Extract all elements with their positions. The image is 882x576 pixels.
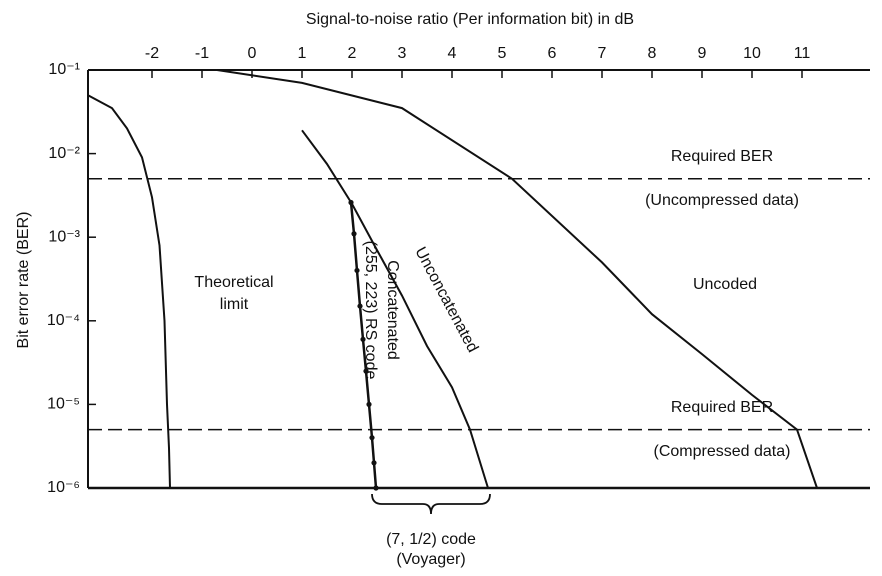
series-label: (255, 223) RS code xyxy=(362,241,379,380)
series-line xyxy=(349,202,378,489)
series-marker xyxy=(354,267,360,274)
reference-label: (Uncompressed data) xyxy=(645,192,799,209)
series-marker xyxy=(360,336,366,342)
x-tick-label: 4 xyxy=(448,45,457,62)
x-tick-label: 7 xyxy=(598,45,607,62)
brace-label: (7, 1/2) code xyxy=(386,531,476,548)
x-tick-label: -1 xyxy=(195,45,209,62)
x-tick-label: 5 xyxy=(498,45,507,62)
y-tick-label: 10⁻¹ xyxy=(48,61,80,78)
y-tick-label: 10⁻⁶ xyxy=(47,479,80,496)
series-marker xyxy=(373,485,379,491)
x-tick-label: 10 xyxy=(743,45,761,62)
series-label: limit xyxy=(220,296,249,313)
y-tick-label: 10⁻⁴ xyxy=(47,312,80,329)
series-label: Uncoded xyxy=(693,276,757,293)
x-tick-label: -2 xyxy=(145,45,159,62)
x-tick-label: 2 xyxy=(348,45,357,62)
x-tick-label: 3 xyxy=(398,45,407,62)
brace xyxy=(371,493,491,515)
x-tick-label: 6 xyxy=(548,45,557,62)
series-label: Concatenated xyxy=(384,260,401,360)
y-tick-label: 10⁻⁵ xyxy=(47,396,80,413)
reference-label: Required BER xyxy=(671,399,773,416)
series-line xyxy=(87,94,171,489)
y-tick-label: 10⁻² xyxy=(48,145,80,162)
series-marker xyxy=(371,460,377,466)
series-line xyxy=(216,69,818,489)
series-marker xyxy=(369,435,375,441)
series-marker xyxy=(363,368,369,374)
series-label: Theoretical xyxy=(194,274,273,291)
series-label: Unconcatenated xyxy=(411,244,481,355)
reference-label: Required BER xyxy=(671,148,773,165)
x-tick-label: 8 xyxy=(648,45,657,62)
y-axis-label: Bit error rate (BER) xyxy=(15,212,32,349)
brace-label: (Voyager) xyxy=(396,551,465,568)
series-marker xyxy=(366,401,372,407)
x-tick-label: 1 xyxy=(298,45,307,62)
x-tick-label: 11 xyxy=(794,45,811,62)
x-tick-label: 9 xyxy=(698,45,707,62)
series-line xyxy=(301,129,489,489)
reference-label: (Compressed data) xyxy=(654,443,791,460)
series-marker xyxy=(351,231,357,237)
x-axis-label: Signal-to-noise ratio (Per information b… xyxy=(306,11,634,28)
y-tick-label: 10⁻³ xyxy=(48,228,80,245)
series-marker xyxy=(348,199,354,206)
series-marker xyxy=(357,303,363,309)
x-tick-label: 0 xyxy=(248,45,257,62)
